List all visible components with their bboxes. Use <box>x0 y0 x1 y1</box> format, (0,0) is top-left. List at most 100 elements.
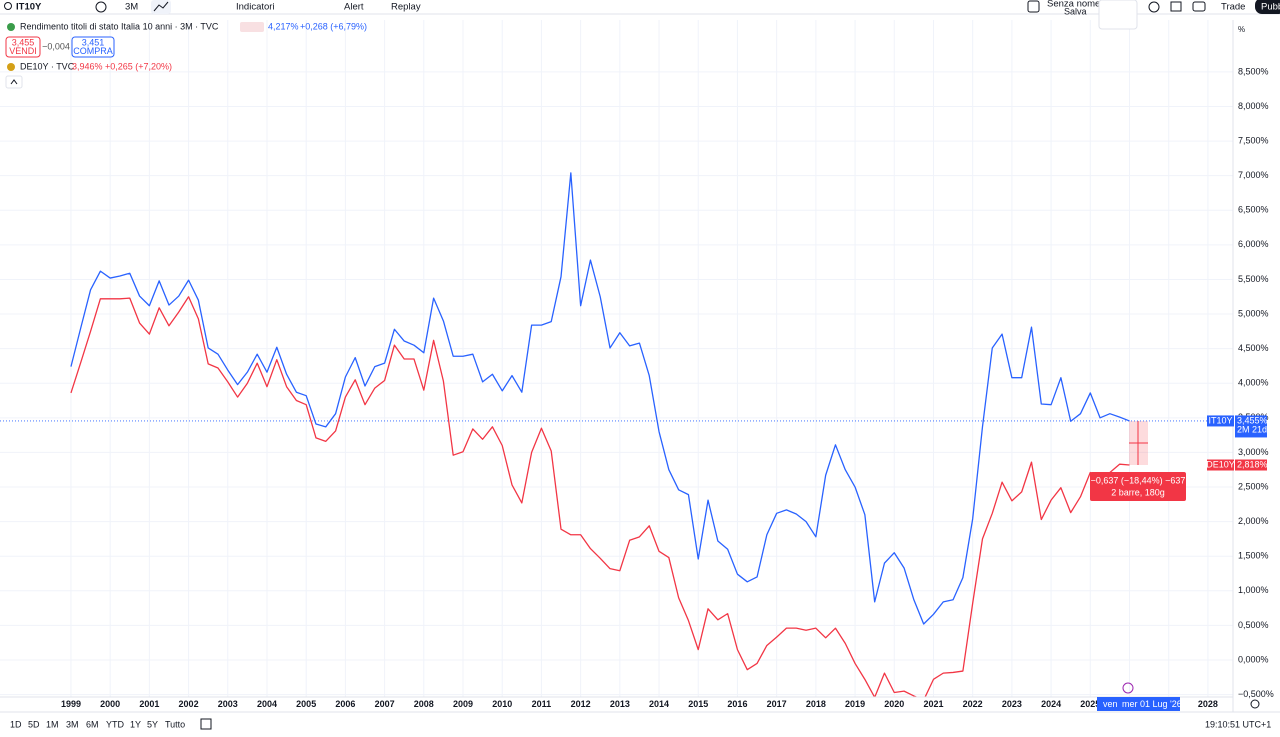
range-button[interactable]: 3M <box>66 719 79 729</box>
event-icon[interactable] <box>1122 682 1134 694</box>
flag-it <box>7 23 15 31</box>
x-tick-label: 2007 <box>375 699 395 709</box>
y-tick-label: 5,000% <box>1238 308 1269 318</box>
y-tick-label: 7,500% <box>1238 135 1269 145</box>
layout-name[interactable]: Senza nome <box>1047 0 1100 10</box>
y-tick-label: −0,500% <box>1238 689 1274 699</box>
y-tick-label: 6,500% <box>1238 205 1269 215</box>
x-tick-label: 2008 <box>414 699 434 709</box>
toolbar <box>0 0 1280 14</box>
publish-button[interactable] <box>1255 0 1280 14</box>
x-tick-label: 2016 <box>727 699 747 709</box>
legend-tag <box>240 22 264 32</box>
y-tick-label: 4,500% <box>1238 343 1269 353</box>
crosshair-time-label <box>1097 697 1180 711</box>
crosshair-date: mer 01 Lug '26 <box>1122 699 1182 709</box>
sell-price[interactable]: 3,455 <box>12 37 35 47</box>
range-button[interactable]: Tutto <box>165 719 185 729</box>
measure-span: 2 barre, 180g <box>1111 487 1165 497</box>
x-tick-label: 2021 <box>923 699 943 709</box>
range-button[interactable]: 6M <box>86 719 99 729</box>
compare-button[interactable] <box>95 1 107 13</box>
alert-button[interactable]: Alert <box>344 2 364 13</box>
y-tick-label: 7,000% <box>1238 170 1269 180</box>
crosshair-day: ven <box>1103 699 1118 709</box>
y-tick-label: 0,000% <box>1238 654 1269 664</box>
sell-label[interactable]: VENDI <box>9 46 37 56</box>
fullscreen-button[interactable] <box>1170 1 1182 12</box>
x-tick-label: 2009 <box>453 699 473 709</box>
y-tick-label: 5,500% <box>1238 274 1269 284</box>
grid <box>0 20 1233 697</box>
trade-button[interactable]: Trade <box>1221 2 1245 13</box>
x-tick-label: 2010 <box>492 699 512 709</box>
x-tick-label: 2019 <box>845 699 865 709</box>
buy-price[interactable]: 3,451 <box>82 37 105 47</box>
layout-icon[interactable] <box>1027 0 1040 13</box>
spread: −0,004 <box>42 41 70 51</box>
interval[interactable]: 3M <box>125 2 138 13</box>
y-tick-label: 8,500% <box>1238 66 1269 76</box>
x-tick-label: 1999 <box>61 699 81 709</box>
collapse-legend[interactable] <box>5 75 23 89</box>
x-tick-label: 2013 <box>610 699 630 709</box>
x-tick-label: 2023 <box>1002 699 1022 709</box>
collapse-icon <box>10 79 18 85</box>
buy-button[interactable] <box>71 36 115 58</box>
x-tick-label: 2011 <box>532 699 552 709</box>
legend-change: +0,268 (+6,79%) <box>300 21 367 31</box>
x-tick-label: 2022 <box>963 699 983 709</box>
x-tick-label: 2006 <box>335 699 355 709</box>
x-tick-label: 2018 <box>806 699 826 709</box>
y-tick-label: 6,000% <box>1238 239 1269 249</box>
x-tick-label: 2001 <box>139 699 159 709</box>
range-button[interactable]: 1M <box>46 719 59 729</box>
legend-title: Rendimento titoli di stato Italia 10 ann… <box>20 21 219 31</box>
range-button[interactable]: 1Y <box>130 719 141 729</box>
range-button[interactable]: 5D <box>28 719 40 729</box>
x-tick-label: 2025 <box>1080 699 1100 709</box>
series-tag-bg <box>1207 459 1234 471</box>
price-label-bg <box>1235 459 1267 471</box>
legend-last: 4,217% <box>268 21 299 31</box>
snapshot-button[interactable] <box>1192 1 1206 12</box>
range-button[interactable]: 1D <box>10 719 22 729</box>
y-tick-label: 2,000% <box>1238 516 1269 526</box>
flag-de <box>7 63 15 71</box>
range-button[interactable]: 5Y <box>147 719 158 729</box>
x-tick-label: 2004 <box>257 699 277 709</box>
axes: −0,500% 0,000% 0,500% 1,000% 1,500% 2,000% 2,5… <box>61 66 1274 709</box>
drawing-toolbar <box>1098 0 1138 30</box>
x-tick-label: 2020 <box>884 699 904 709</box>
series-tag-bg <box>1207 415 1234 427</box>
price-label: 3,455% <box>1237 415 1268 425</box>
price-label-bg <box>1235 415 1267 438</box>
x-tick-label: 2012 <box>571 699 591 709</box>
publish-label[interactable]: Pubb <box>1261 2 1280 13</box>
compare-title: DE10Y · TVC <box>20 61 75 71</box>
y-tick-label: 1,500% <box>1238 551 1269 561</box>
x-tick-label: 2028 <box>1198 699 1218 709</box>
search-icon[interactable] <box>4 2 12 10</box>
price-label: 2,818% <box>1237 459 1268 469</box>
bottom-bar: 1D 5D 1M 3M 6M YTD 1Y 5Y Tutto <box>10 719 185 729</box>
settings-button[interactable] <box>1148 1 1160 13</box>
axis-settings[interactable] <box>1250 699 1260 709</box>
y-tick-label: 1,000% <box>1238 585 1269 595</box>
date-range-button[interactable] <box>200 718 212 730</box>
chart-style-icon <box>153 1 169 12</box>
indicators-button[interactable]: Indicatori <box>236 2 275 13</box>
symbol[interactable]: IT10Y <box>16 2 42 13</box>
series-line <box>70 296 1130 697</box>
replay-button[interactable]: Replay <box>391 2 421 13</box>
measure-change: −0,637 (−18,44%) −637 <box>1091 475 1186 485</box>
compare-last: 3,946% <box>72 61 103 71</box>
buy-label[interactable]: COMPRA <box>73 46 113 56</box>
plot <box>0 172 1233 697</box>
x-tick-label: 2002 <box>179 699 199 709</box>
sell-button[interactable] <box>5 36 41 58</box>
range-button[interactable]: YTD <box>106 719 125 729</box>
x-tick-label: 2017 <box>767 699 787 709</box>
save-label[interactable]: Salva <box>1064 6 1087 16</box>
